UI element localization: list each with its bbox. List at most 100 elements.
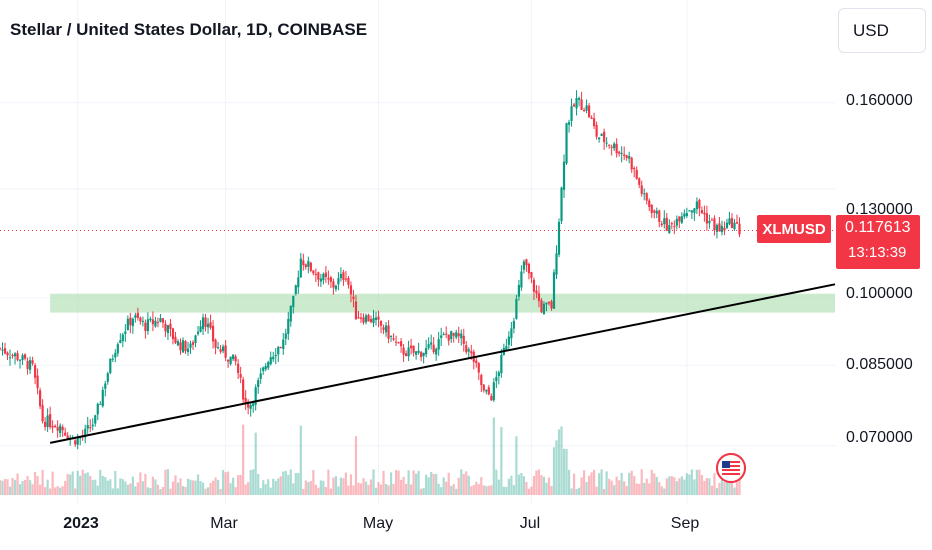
volume-bar bbox=[598, 473, 601, 495]
volume-bar bbox=[372, 469, 375, 495]
volume-bar bbox=[269, 487, 272, 495]
volume-bar bbox=[6, 479, 9, 495]
candle-body bbox=[329, 277, 332, 282]
candle-body bbox=[171, 328, 175, 340]
candle-body bbox=[222, 346, 225, 352]
volume-bar bbox=[11, 477, 14, 495]
candle-body bbox=[620, 152, 623, 155]
volume-bar bbox=[690, 469, 693, 495]
candle-body bbox=[445, 333, 448, 335]
time-axis-label: 2023 bbox=[63, 515, 99, 532]
candle-body bbox=[412, 345, 415, 353]
volume-bar bbox=[307, 481, 310, 495]
candle-body bbox=[720, 225, 724, 233]
volume-bar bbox=[482, 485, 485, 495]
volume-bar bbox=[344, 472, 348, 495]
candle-body bbox=[66, 435, 69, 440]
candle-body bbox=[136, 312, 139, 318]
candle-body bbox=[354, 301, 358, 320]
candle-body bbox=[422, 352, 425, 357]
volume-bar bbox=[96, 485, 99, 495]
candle-body bbox=[206, 323, 210, 328]
volume-bar bbox=[630, 470, 633, 495]
volume-bar bbox=[455, 488, 458, 495]
volume-bar bbox=[658, 482, 661, 495]
volume-bar bbox=[74, 488, 77, 495]
candle-body bbox=[545, 302, 548, 305]
volume-bar bbox=[16, 473, 19, 495]
candle-body bbox=[101, 389, 104, 407]
candle-body bbox=[447, 334, 450, 341]
candle-body bbox=[517, 284, 520, 297]
candle-body bbox=[267, 362, 270, 368]
volume-bar bbox=[359, 483, 363, 495]
volume-layer bbox=[0, 417, 741, 495]
currency-button[interactable]: USD bbox=[838, 8, 926, 53]
chart-title: Stellar / United States Dollar, 1D, COIN… bbox=[10, 20, 368, 39]
candle-body bbox=[154, 320, 157, 327]
volume-bar bbox=[159, 488, 162, 495]
candle-body bbox=[572, 104, 576, 107]
candle-body bbox=[665, 217, 668, 231]
candle-body bbox=[457, 333, 460, 337]
candle-body bbox=[277, 346, 280, 355]
candle-body bbox=[492, 382, 495, 401]
price-axis-label-partial: 0.130000 bbox=[846, 201, 913, 218]
candle-body bbox=[51, 426, 54, 428]
candle-body bbox=[680, 216, 683, 223]
volume-bar bbox=[620, 472, 623, 495]
candle-body bbox=[527, 263, 531, 274]
volume-bar bbox=[567, 469, 571, 495]
volume-bar bbox=[500, 427, 503, 495]
volume-bar bbox=[176, 482, 180, 495]
symbol-tag: XLMUSD bbox=[757, 215, 831, 243]
volume-bar bbox=[109, 479, 112, 495]
candle-body bbox=[490, 395, 493, 401]
candle-body bbox=[404, 353, 408, 357]
candle-body bbox=[685, 213, 688, 217]
candle-body bbox=[450, 331, 453, 340]
candle-body bbox=[299, 258, 302, 278]
candle-body bbox=[49, 414, 52, 428]
volume-bar bbox=[13, 480, 17, 495]
candle-body bbox=[728, 218, 731, 225]
volume-bar bbox=[670, 476, 673, 495]
candle-body bbox=[462, 335, 465, 344]
volume-bar bbox=[718, 482, 721, 495]
candle-body bbox=[28, 360, 32, 370]
candle-body bbox=[247, 401, 250, 408]
volume-bar bbox=[186, 478, 190, 495]
candle-body bbox=[510, 328, 513, 339]
volume-bar bbox=[643, 482, 646, 495]
candle-body bbox=[254, 387, 257, 405]
us-flag-icon[interactable] bbox=[716, 453, 746, 483]
volume-bar bbox=[427, 477, 430, 495]
volume-bar bbox=[465, 471, 468, 495]
candle-body bbox=[407, 347, 410, 357]
volume-bar bbox=[69, 474, 72, 495]
candle-body bbox=[359, 317, 363, 319]
volume-bar bbox=[322, 480, 325, 495]
volume-bar bbox=[517, 474, 520, 495]
volume-bar bbox=[179, 478, 182, 495]
volume-bar bbox=[101, 475, 104, 495]
volume-bar bbox=[552, 447, 556, 495]
candle-body bbox=[718, 223, 721, 232]
candle-body bbox=[698, 199, 701, 209]
candle-body bbox=[84, 428, 87, 438]
volume-bar bbox=[239, 474, 242, 495]
volume-bar bbox=[194, 480, 197, 495]
candle-body bbox=[89, 427, 92, 429]
time-axis-label: May bbox=[362, 515, 394, 532]
candle-body bbox=[1, 349, 4, 351]
volume-bar bbox=[512, 485, 515, 495]
candle-body bbox=[625, 155, 628, 158]
candle-body bbox=[169, 323, 172, 329]
candle-body bbox=[56, 427, 59, 431]
candle-body bbox=[693, 208, 696, 213]
volume-bar bbox=[420, 488, 423, 495]
volume-bar bbox=[610, 480, 613, 495]
candle-body bbox=[227, 359, 230, 362]
volume-bar bbox=[467, 475, 470, 495]
